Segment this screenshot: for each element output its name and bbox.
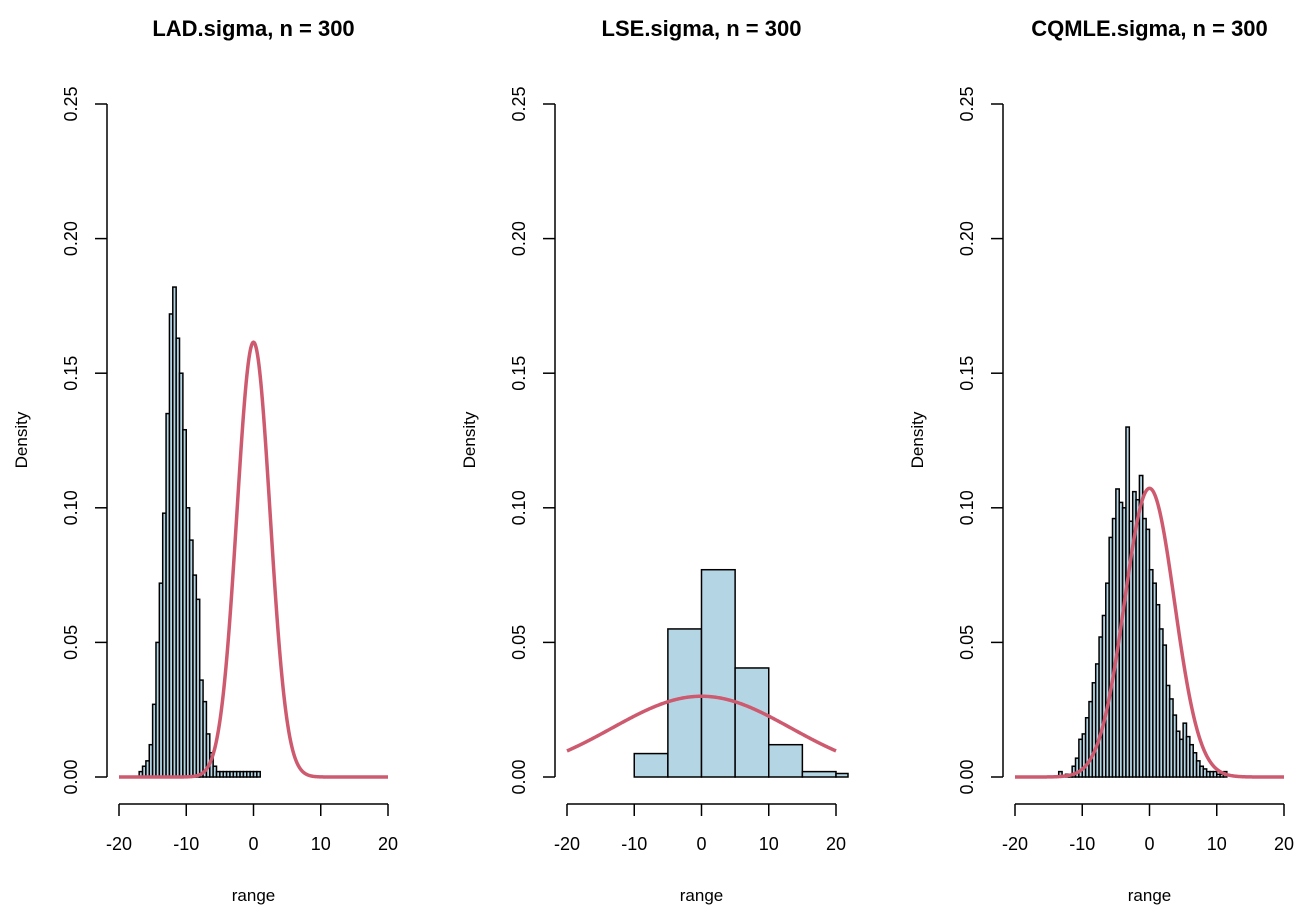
x-tick-label: 0 — [696, 834, 706, 854]
x-tick-label: 20 — [826, 834, 846, 854]
histogram-bar — [667, 628, 703, 778]
y-axis-label: Density — [12, 411, 31, 468]
histogram-bar — [633, 752, 669, 778]
x-tick-label: -10 — [173, 834, 199, 854]
x-tick-label: 20 — [1274, 834, 1294, 854]
density-curve — [1013, 486, 1286, 779]
y-tick-label: 0.15 — [957, 356, 977, 391]
y-tick-label: 0.00 — [957, 759, 977, 794]
x-tick-label: 20 — [378, 834, 398, 854]
x-tick-label: -10 — [621, 834, 647, 854]
x-tick-label: 10 — [759, 834, 779, 854]
y-tick-label: 0.20 — [61, 221, 81, 256]
density-curve — [565, 694, 838, 753]
y-tick-label: 0.10 — [509, 490, 529, 525]
x-tick-label: 10 — [311, 834, 331, 854]
y-tick-label: 0.05 — [957, 625, 977, 660]
chart-panel-2: LSE.sigma, n = 300 0.00 0.05 0.10 0.15 0.20 0.… — [460, 16, 849, 905]
y-tick-label: 0.25 — [957, 86, 977, 121]
chart-title: LSE.sigma, n = 300 — [602, 16, 802, 41]
x-tick-label: 10 — [1207, 834, 1227, 854]
y-tick-label: 0.05 — [61, 625, 81, 660]
y-tick-label: 0.20 — [509, 221, 529, 256]
x-tick-label: 0 — [1144, 834, 1154, 854]
histogram-bar — [768, 743, 804, 778]
histogram-bar — [835, 772, 849, 778]
y-tick-label: 0.15 — [509, 356, 529, 391]
y-tick-label: 0.20 — [957, 221, 977, 256]
x-tick-label: 0 — [248, 834, 258, 854]
histogram-bar — [801, 770, 837, 778]
chart-panel-3: CQMLE.sigma, n = 300 0.00 0.05 0.10 0.15 0.20… — [908, 16, 1294, 905]
x-axis-label: range — [680, 886, 723, 905]
y-tick-label: 0.25 — [61, 86, 81, 121]
histogram-bar — [700, 568, 736, 778]
x-tick-label: -20 — [1002, 834, 1028, 854]
x-axis-label: range — [232, 886, 275, 905]
x-tick-label: -20 — [106, 834, 132, 854]
y-tick-label: 0.05 — [509, 625, 529, 660]
histogram-bar — [256, 770, 261, 778]
density-curve — [117, 340, 390, 779]
y-tick-label: 0.25 — [509, 86, 529, 121]
chart-title: LAD.sigma, n = 300 — [152, 16, 354, 41]
y-tick-label: 0.10 — [61, 490, 81, 525]
histogram-bar — [734, 667, 770, 778]
chart-title: CQMLE.sigma, n = 300 — [1031, 16, 1268, 41]
y-tick-label: 0.15 — [61, 356, 81, 391]
x-axis-label: range — [1128, 886, 1171, 905]
x-tick-label: -10 — [1069, 834, 1095, 854]
y-tick-label: 0.10 — [957, 490, 977, 525]
y-tick-label: 0.00 — [61, 759, 81, 794]
y-axis-label: Density — [908, 411, 927, 468]
chart-panel-1: LAD.sigma, n = 300 0.00 0.05 0.10 0.15 0.20 0.… — [12, 16, 398, 905]
y-tick-label: 0.00 — [509, 759, 529, 794]
y-axis-label: Density — [460, 411, 479, 468]
x-tick-label: -20 — [554, 834, 580, 854]
